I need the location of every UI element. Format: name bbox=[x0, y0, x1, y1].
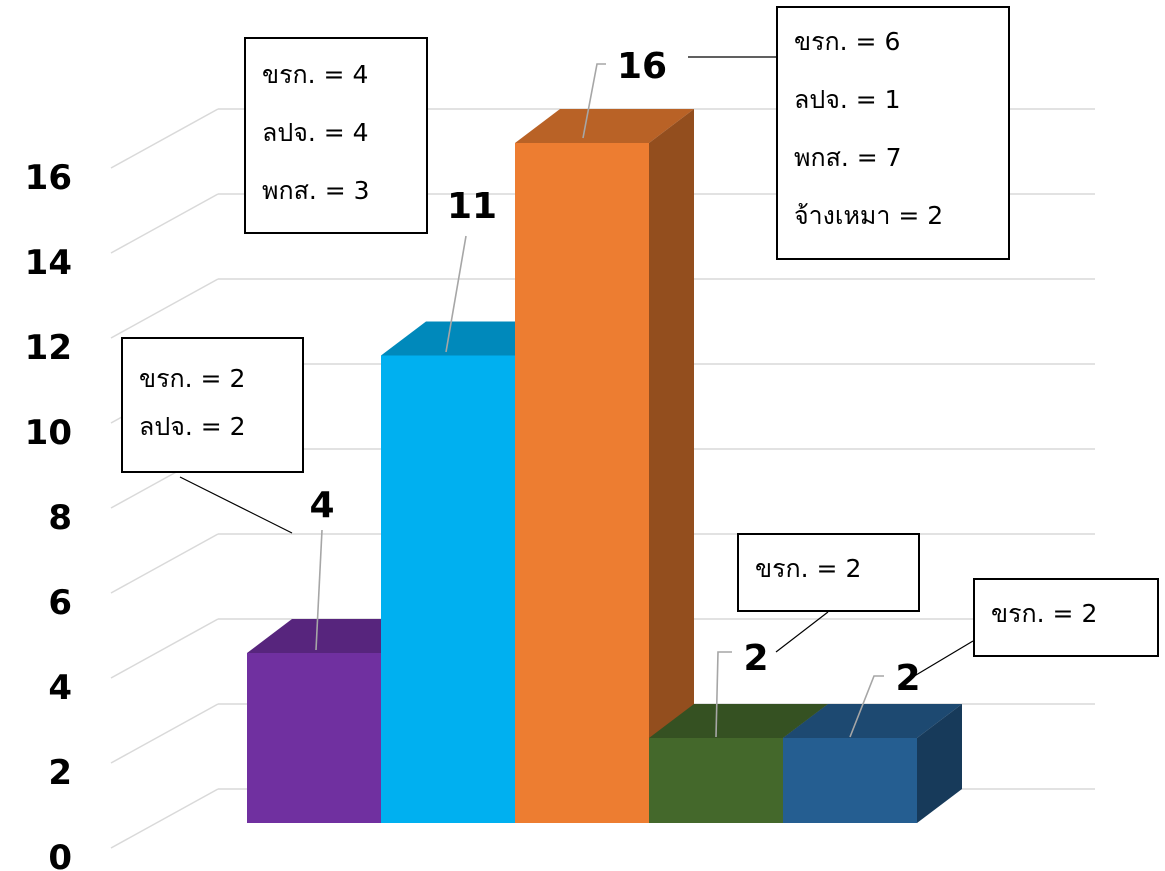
value-label: 4 bbox=[309, 485, 334, 526]
bar-front bbox=[247, 653, 381, 823]
bar-top bbox=[783, 704, 962, 738]
y-tick-label: 10 bbox=[25, 413, 72, 453]
annotation-line: พกส. = 7 bbox=[794, 143, 902, 172]
annotation-box: ขรก. = 6 ลปจ. = 1 พกส. = 7 จ้างเหมา = 2 bbox=[776, 6, 1010, 260]
value-leader-line bbox=[715, 651, 732, 738]
y-axis: 0 2 4 6 8 10 12 14 16 bbox=[25, 158, 72, 871]
annotation-line: ลปจ. = 2 bbox=[139, 412, 246, 441]
value-label: 16 bbox=[617, 46, 667, 87]
gridline-side bbox=[110, 618, 219, 679]
value-leader-line bbox=[582, 63, 606, 139]
value-label: 2 bbox=[895, 658, 920, 699]
annotation-line: ลปจ. = 4 bbox=[262, 118, 369, 147]
bar bbox=[515, 109, 694, 823]
gridline-side bbox=[110, 788, 219, 849]
y-tick-label: 8 bbox=[48, 498, 72, 538]
bar-side bbox=[649, 109, 694, 823]
annotation-box: ขรก. = 2 bbox=[737, 533, 920, 612]
annotation-line: ขรก. = 6 bbox=[794, 27, 901, 56]
gridline-side bbox=[110, 278, 219, 339]
annotation-line: ลปจ. = 1 bbox=[794, 85, 901, 114]
value-label: 2 bbox=[743, 638, 768, 679]
value-labels: 4 11 16 2 2 bbox=[309, 46, 920, 699]
annotation-box: ขรก. = 2 ลปจ. = 2 bbox=[121, 337, 304, 473]
y-tick-label: 2 bbox=[48, 753, 72, 793]
bar-front bbox=[515, 143, 649, 823]
y-tick-label: 16 bbox=[25, 158, 72, 198]
gridline-side bbox=[110, 703, 219, 764]
bar-front bbox=[783, 738, 917, 823]
annotation-line: ขรก. = 2 bbox=[991, 599, 1098, 628]
annotation-connector bbox=[910, 640, 974, 679]
annotation-line: ขรก. = 2 bbox=[755, 554, 862, 583]
gridline-side bbox=[110, 108, 219, 169]
bar bbox=[783, 704, 962, 823]
bar-front bbox=[381, 355, 515, 823]
y-tick-label: 12 bbox=[25, 328, 72, 368]
gridline-side bbox=[110, 193, 219, 254]
y-tick-label: 4 bbox=[48, 668, 72, 708]
value-leader-line bbox=[445, 235, 467, 353]
bars bbox=[247, 109, 962, 823]
value-leader-line bbox=[849, 675, 884, 738]
bar-side bbox=[917, 704, 962, 823]
annotation-box: ขรก. = 4 ลปจ. = 4 พกส. = 3 bbox=[244, 37, 428, 234]
annotation-connector bbox=[775, 611, 829, 653]
y-tick-label: 0 bbox=[48, 838, 72, 871]
annotation-line: พกส. = 3 bbox=[262, 176, 370, 205]
annotation-connector bbox=[179, 476, 293, 534]
leader-lines bbox=[179, 56, 974, 738]
annotation-box: ขรก. = 2 bbox=[973, 578, 1159, 657]
bar-top bbox=[649, 704, 828, 738]
y-tick-label: 14 bbox=[25, 243, 72, 283]
annotation-line: ขรก. = 2 bbox=[139, 364, 246, 393]
value-leader-line bbox=[315, 529, 323, 651]
bar-top bbox=[515, 109, 694, 143]
value-label: 11 bbox=[447, 186, 497, 227]
gridline-side bbox=[110, 533, 219, 594]
annotation-line: ขรก. = 4 bbox=[262, 60, 369, 89]
y-tick-label: 6 bbox=[48, 583, 72, 623]
annotation-line: จ้างเหมา = 2 bbox=[794, 201, 944, 230]
bar-front bbox=[649, 738, 783, 823]
